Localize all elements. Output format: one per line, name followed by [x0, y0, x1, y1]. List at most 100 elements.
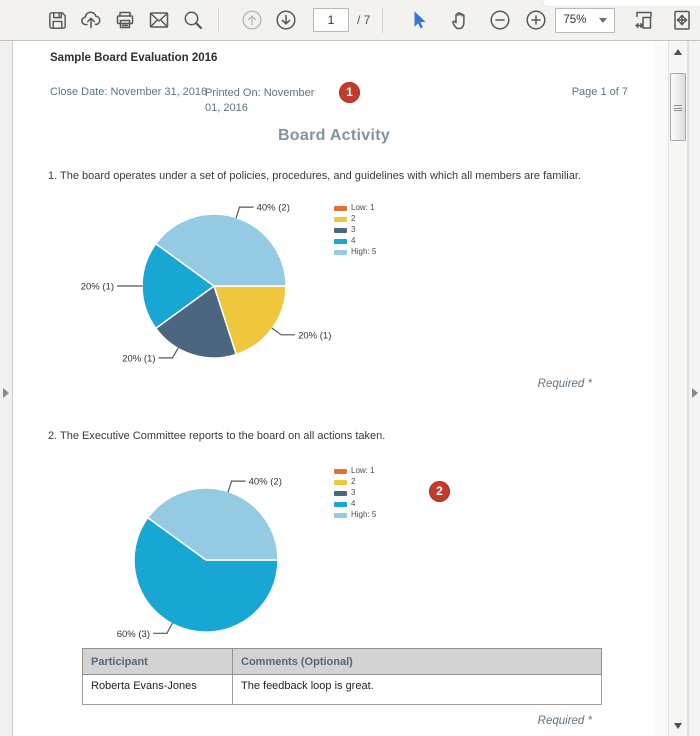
legend-swatch — [334, 216, 347, 222]
envelope-icon — [149, 12, 169, 28]
legend-label: 2 — [351, 477, 356, 486]
legend-item: 4 — [334, 500, 376, 508]
question-2-text: 2. The Executive Committee reports to th… — [48, 430, 386, 442]
legend-item: Low: 1 — [334, 204, 376, 212]
upload-button[interactable] — [78, 6, 104, 34]
required-note-2: Required * — [537, 715, 592, 727]
legend-item: High: 5 — [334, 248, 376, 256]
legend-item: 4 — [334, 237, 376, 245]
pie-slice — [154, 284, 238, 359]
legend-label: 3 — [351, 225, 356, 234]
slice-callout-label: 40% (2) — [257, 203, 290, 214]
slice-callout-label: 20% (1) — [122, 353, 155, 364]
table-header-cell: Comments (Optional) — [232, 648, 602, 675]
document-page: Sample Board Evaluation 2016 Close Date:… — [13, 41, 655, 736]
search-button[interactable] — [180, 6, 206, 34]
callout-leader-line — [227, 480, 246, 493]
comments-table: Participant Comments (Optional) Roberta Ev… — [82, 648, 602, 705]
hand-icon — [452, 12, 465, 30]
table-cell: The feedback loop is great. — [232, 674, 602, 705]
circle-arrow-up-icon — [242, 10, 262, 30]
zoom-out-button[interactable] — [487, 6, 513, 34]
save-button[interactable] — [44, 6, 70, 34]
pie-chart-q1: 20% (1) 20% (1) 20% (1) 40% (2) — [81, 203, 332, 365]
printer-icon — [116, 11, 134, 29]
legend-label: Low: 1 — [351, 466, 375, 475]
scrollbar-thumb[interactable] — [670, 73, 686, 141]
legend-swatch — [334, 227, 347, 233]
chart-legend-q1: Low: 1 2 3 4 High: 5 — [334, 204, 376, 259]
print-button[interactable] — [112, 6, 138, 34]
table-header-row: Participant Comments (Optional) — [82, 648, 602, 675]
question-2-chart: 60% (3) 40% (2) Low: 1 2 3 4 High: 5 — [49, 460, 619, 655]
pan-tool-button[interactable] — [447, 6, 473, 34]
zoom-level-value: 75% — [563, 14, 587, 26]
legend-item: Low: 1 — [334, 467, 376, 475]
scroll-down-icon — [674, 722, 682, 729]
legend-label: 4 — [351, 499, 356, 508]
pie-slice — [133, 516, 279, 633]
scroll-up-icon — [674, 48, 682, 55]
legend-label: High: 5 — [351, 247, 377, 256]
zoom-in-button[interactable] — [523, 6, 549, 34]
select-tool-button[interactable] — [405, 6, 431, 34]
email-button[interactable] — [146, 6, 172, 34]
question-1-text: 1. The board operates under a set of pol… — [48, 170, 581, 182]
legend-item: 2 — [334, 215, 376, 223]
scroll-down-button[interactable] — [669, 717, 687, 734]
legend-label: 3 — [351, 488, 356, 497]
toolbar-notch — [542, 0, 700, 7]
zoom-level-select[interactable]: 75% — [555, 7, 616, 33]
legend-item: High: 5 — [334, 511, 376, 519]
next-page-button[interactable] — [273, 6, 299, 34]
section-title: Board Activity — [277, 127, 391, 144]
legend-label: 2 — [351, 214, 356, 223]
table-header-cell: Participant — [82, 648, 233, 675]
callout-leader-line — [158, 347, 179, 359]
annotation-badge-2: 2 — [429, 481, 450, 502]
vertical-scrollbar[interactable] — [668, 41, 688, 736]
slice-callout-label: 20% (1) — [81, 282, 114, 293]
callout-leader-line — [235, 206, 254, 219]
cloud-upload-icon — [81, 11, 101, 29]
question-1-chart: 20% (1) 20% (1) 20% (1) 40% (2) Low: 1 2 3 4 Hi… — [49, 196, 619, 386]
legend-label: High: 5 — [351, 510, 377, 519]
legend-swatch — [334, 468, 347, 474]
legend-swatch — [334, 512, 347, 518]
legend-label: Low: 1 — [351, 203, 375, 212]
circle-minus-icon — [490, 10, 510, 30]
legend-item: 2 — [334, 478, 376, 486]
toolbar-divider — [382, 7, 384, 33]
legend-swatch — [334, 249, 347, 255]
page-number-input[interactable] — [313, 8, 349, 32]
left-panel-strip — [0, 41, 13, 736]
callout-leader-line — [271, 327, 296, 336]
pie-chart-q2: 60% (3) 40% (2) — [117, 477, 282, 640]
printed-on-label: Printed On: November 01, 2016 — [205, 87, 315, 115]
legend-swatch — [334, 205, 347, 211]
callout-leader-line — [153, 622, 174, 634]
table-row: Roberta Evans-Jones The feedback loop is … — [82, 674, 602, 705]
toolbar: / 7 75% — [0, 0, 700, 41]
circle-arrow-down-icon — [276, 10, 296, 30]
slice-callout-label: 20% (1) — [298, 330, 331, 341]
previous-page-button[interactable] — [239, 6, 265, 34]
scroll-up-button[interactable] — [669, 43, 687, 60]
chart-legend-q2: Low: 1 2 3 4 High: 5 — [334, 467, 376, 522]
legend-swatch — [334, 501, 347, 507]
circle-plus-icon — [526, 10, 546, 30]
toolbar-divider — [218, 7, 219, 33]
right-panel-toggle[interactable] — [692, 388, 698, 398]
fit-width-icon — [635, 11, 653, 29]
annotation-badge-1: 1 — [339, 82, 360, 103]
report-title: Sample Board Evaluation 2016 — [50, 52, 218, 64]
legend-swatch — [334, 479, 347, 485]
left-panel-toggle[interactable] — [3, 388, 9, 398]
fit-page-button[interactable] — [669, 6, 695, 34]
fit-width-button[interactable] — [631, 6, 657, 34]
cursor-pointer-icon — [414, 11, 426, 29]
legend-swatch — [334, 490, 347, 496]
page-indicator: Page 1 of 7 — [571, 86, 628, 98]
legend-swatch — [334, 238, 347, 244]
